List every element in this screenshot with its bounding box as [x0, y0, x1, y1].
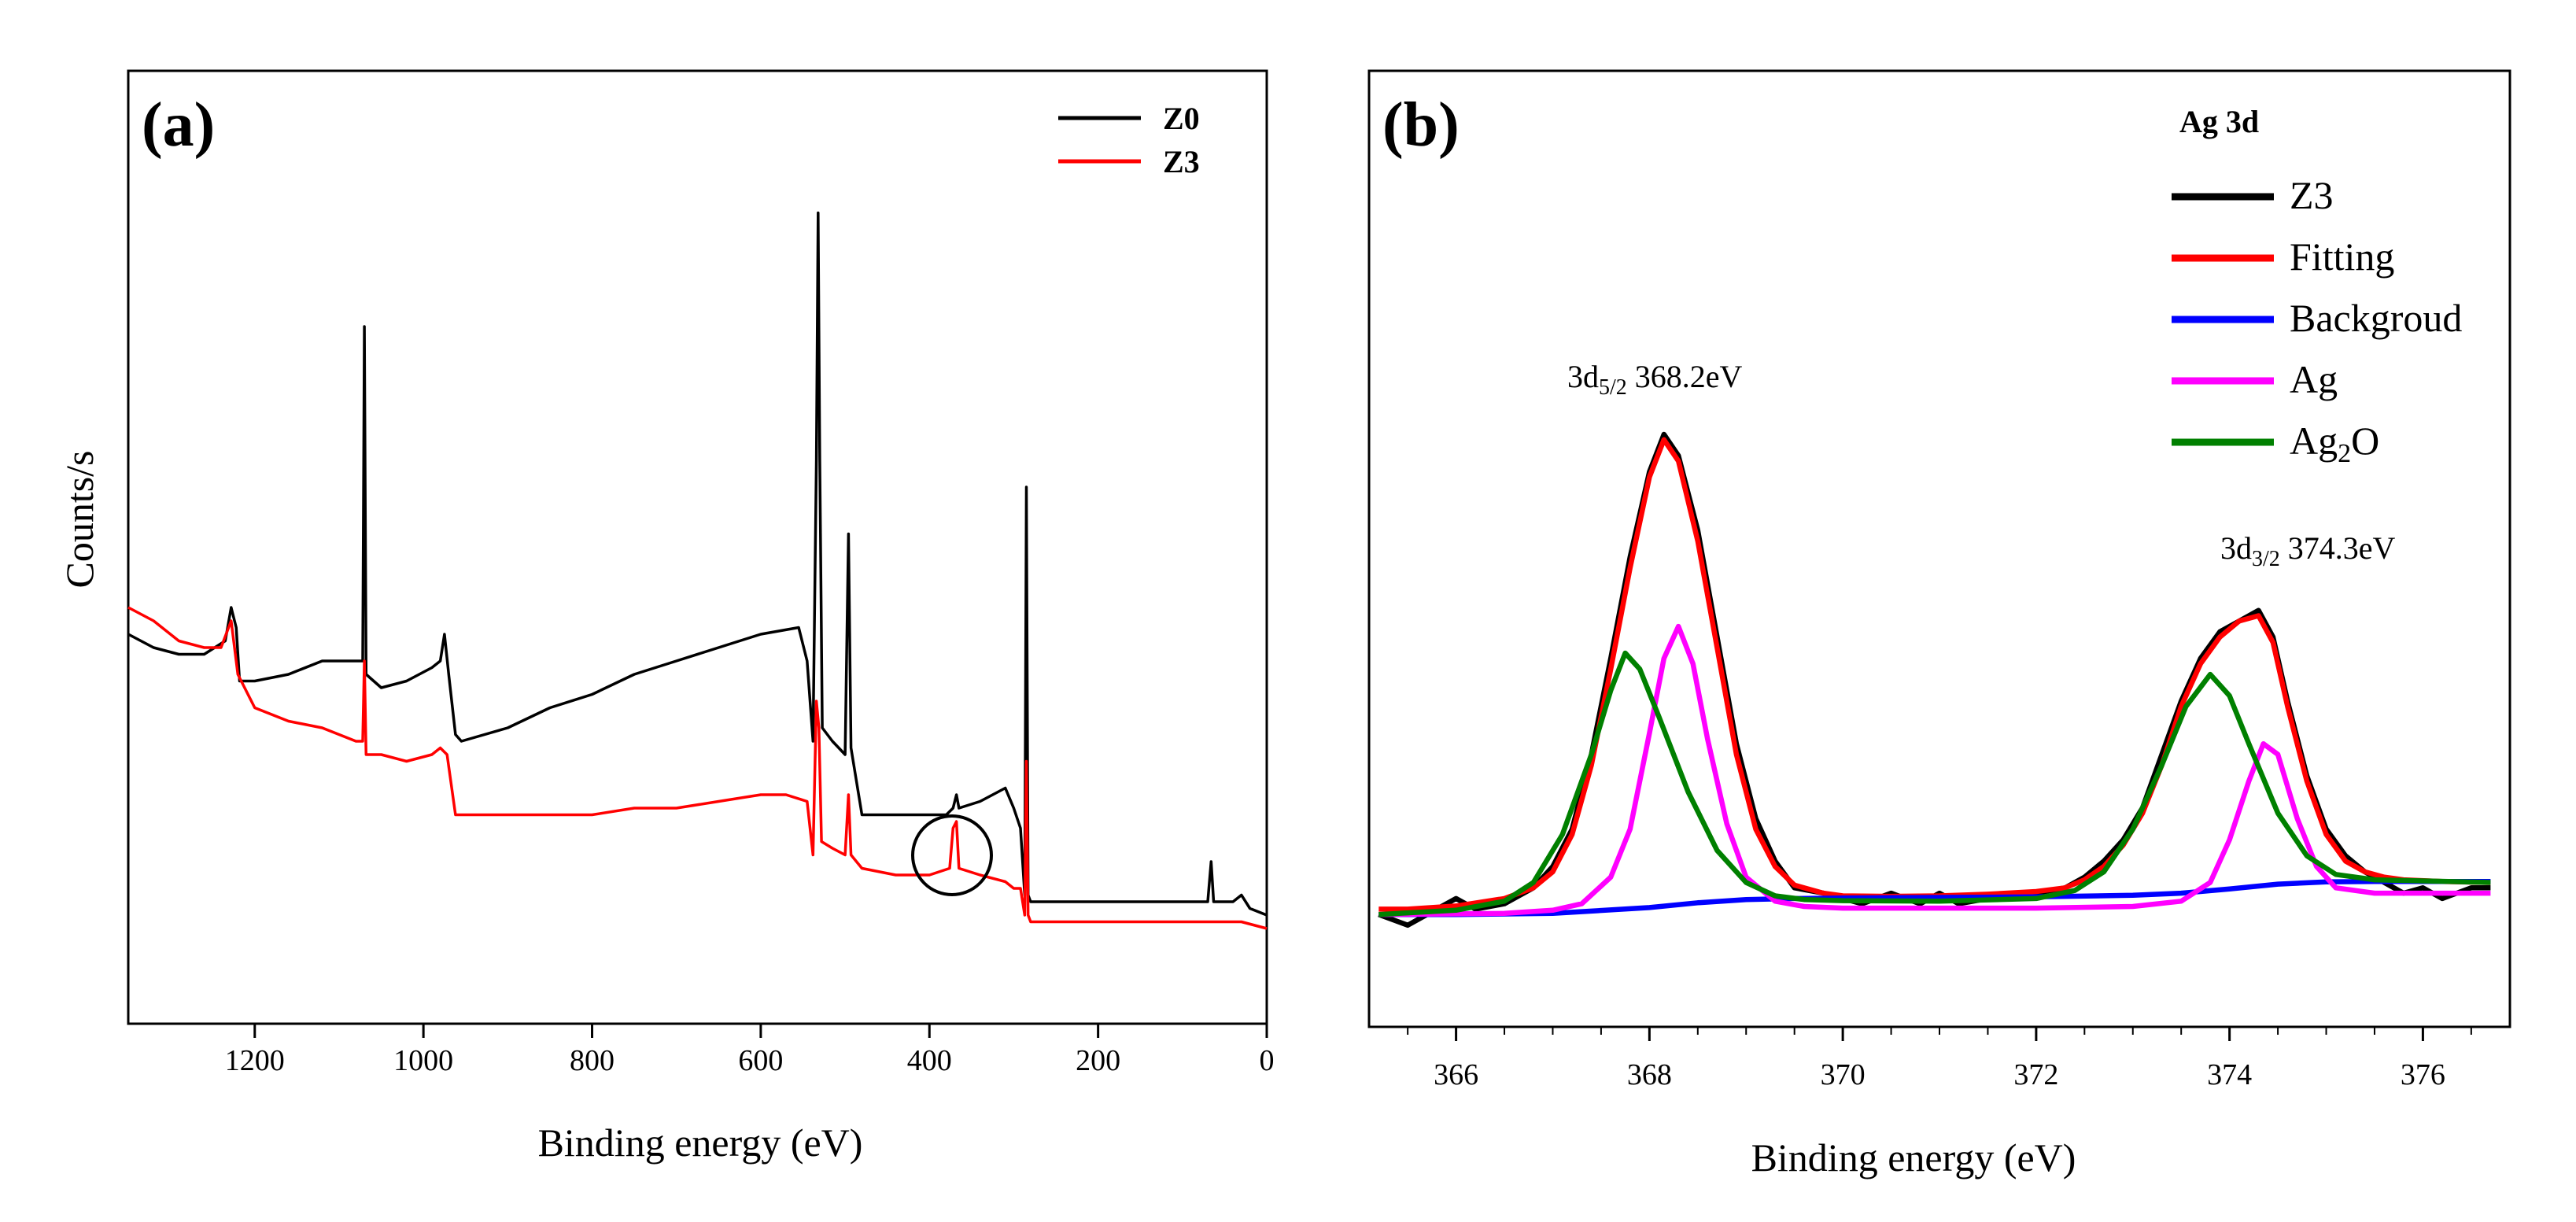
x-tick-label: 1000: [393, 1044, 453, 1077]
peak-annotation-3d32-sub: 3/2: [2252, 547, 2280, 571]
panel-b-series-group: [1378, 431, 2491, 928]
legend-ag2o-suffix: O: [2351, 419, 2379, 463]
peak-annotation-3d52-suffix: 368.2eV: [1627, 359, 1743, 394]
panel-b-x-axis-title: Binding energy (eV): [1751, 1135, 2076, 1180]
peak-annotation-3d32-prefix: 3d: [2220, 530, 2252, 566]
series-fitting-line: [1378, 437, 2491, 912]
panel-a-letter: (a): [142, 90, 215, 160]
x-tick-label: 400: [907, 1044, 952, 1077]
panel-b-letter: (b): [1382, 90, 1460, 160]
x-tick-label: 368: [1627, 1058, 1672, 1091]
peak-annotation-3d52-sub: 5/2: [1599, 375, 1627, 400]
series-ag2o-line: [1378, 650, 2491, 917]
legend-ag2o-sub: 2: [2338, 439, 2351, 468]
peak-annotation-3d52: 3d5/2 368.2eV: [1567, 359, 1743, 400]
panel-b-x-ticks: 366 368 370 372 374 376: [1407, 1027, 2472, 1091]
x-tick-label: 200: [1076, 1044, 1120, 1077]
x-tick-label: 0: [1260, 1044, 1275, 1077]
legend-ag2o-label: Ag2O: [2290, 419, 2379, 468]
legend-fitting-label: Fitting: [2290, 234, 2394, 279]
legend-b-z3-label: Z3: [2290, 173, 2334, 217]
panel-a: (a) 1200 1000 800 600 400 200 0 Z0 Z3 Binding …: [57, 69, 1275, 1165]
x-tick-label: 372: [2013, 1058, 2058, 1091]
panel-b-legend: Ag 3d Z3 Fitting Backgroud Ag Ag2O: [2172, 104, 2462, 468]
x-tick-label: 800: [570, 1044, 614, 1077]
panel-a-frame: [127, 69, 1268, 1025]
panel-b: (b) 366 368 370 372 374 376 3d5/2 368.2eV 3d3…: [1367, 69, 2511, 1180]
x-tick-label: 370: [1821, 1058, 1866, 1091]
series-z0-line: [127, 211, 1268, 917]
legend-ag-label: Ag: [2290, 357, 2338, 401]
panel-a-series-group: [127, 211, 1268, 930]
legend-title: Ag 3d: [2179, 104, 2259, 139]
peak-annotation-3d32: 3d3/2 374.3eV: [2220, 530, 2396, 571]
peak-annotation-3d52-prefix: 3d: [1567, 359, 1599, 394]
x-tick-label: 600: [738, 1044, 783, 1077]
legend-z0-label: Z0: [1163, 101, 1200, 136]
series-backgroud-line: [1378, 878, 2491, 917]
peak-annotation-3d32-suffix: 374.3eV: [2280, 530, 2396, 566]
panel-a-legend: Z0 Z3: [1058, 101, 1200, 179]
x-tick-label: 1200: [225, 1044, 285, 1077]
legend-background-label: Backgroud: [2290, 296, 2462, 340]
x-tick-label: 366: [1434, 1058, 1478, 1091]
panel-a-y-axis-title: Counts/s: [57, 450, 101, 588]
x-tick-label: 374: [2207, 1058, 2252, 1091]
legend-ag2o-prefix: Ag: [2290, 419, 2338, 463]
x-tick-label: 376: [2401, 1058, 2445, 1091]
panel-a-x-ticks: 1200 1000 800 600 400 200 0: [225, 1024, 1275, 1077]
series-z3-line: [1378, 431, 2491, 928]
ag-region-circle: [911, 814, 993, 896]
legend-z3-label: Z3: [1163, 144, 1200, 179]
series-ag-line: [1378, 623, 2491, 917]
series-z3-line: [127, 606, 1268, 930]
panel-a-x-axis-title: Binding energy (eV): [538, 1120, 863, 1165]
